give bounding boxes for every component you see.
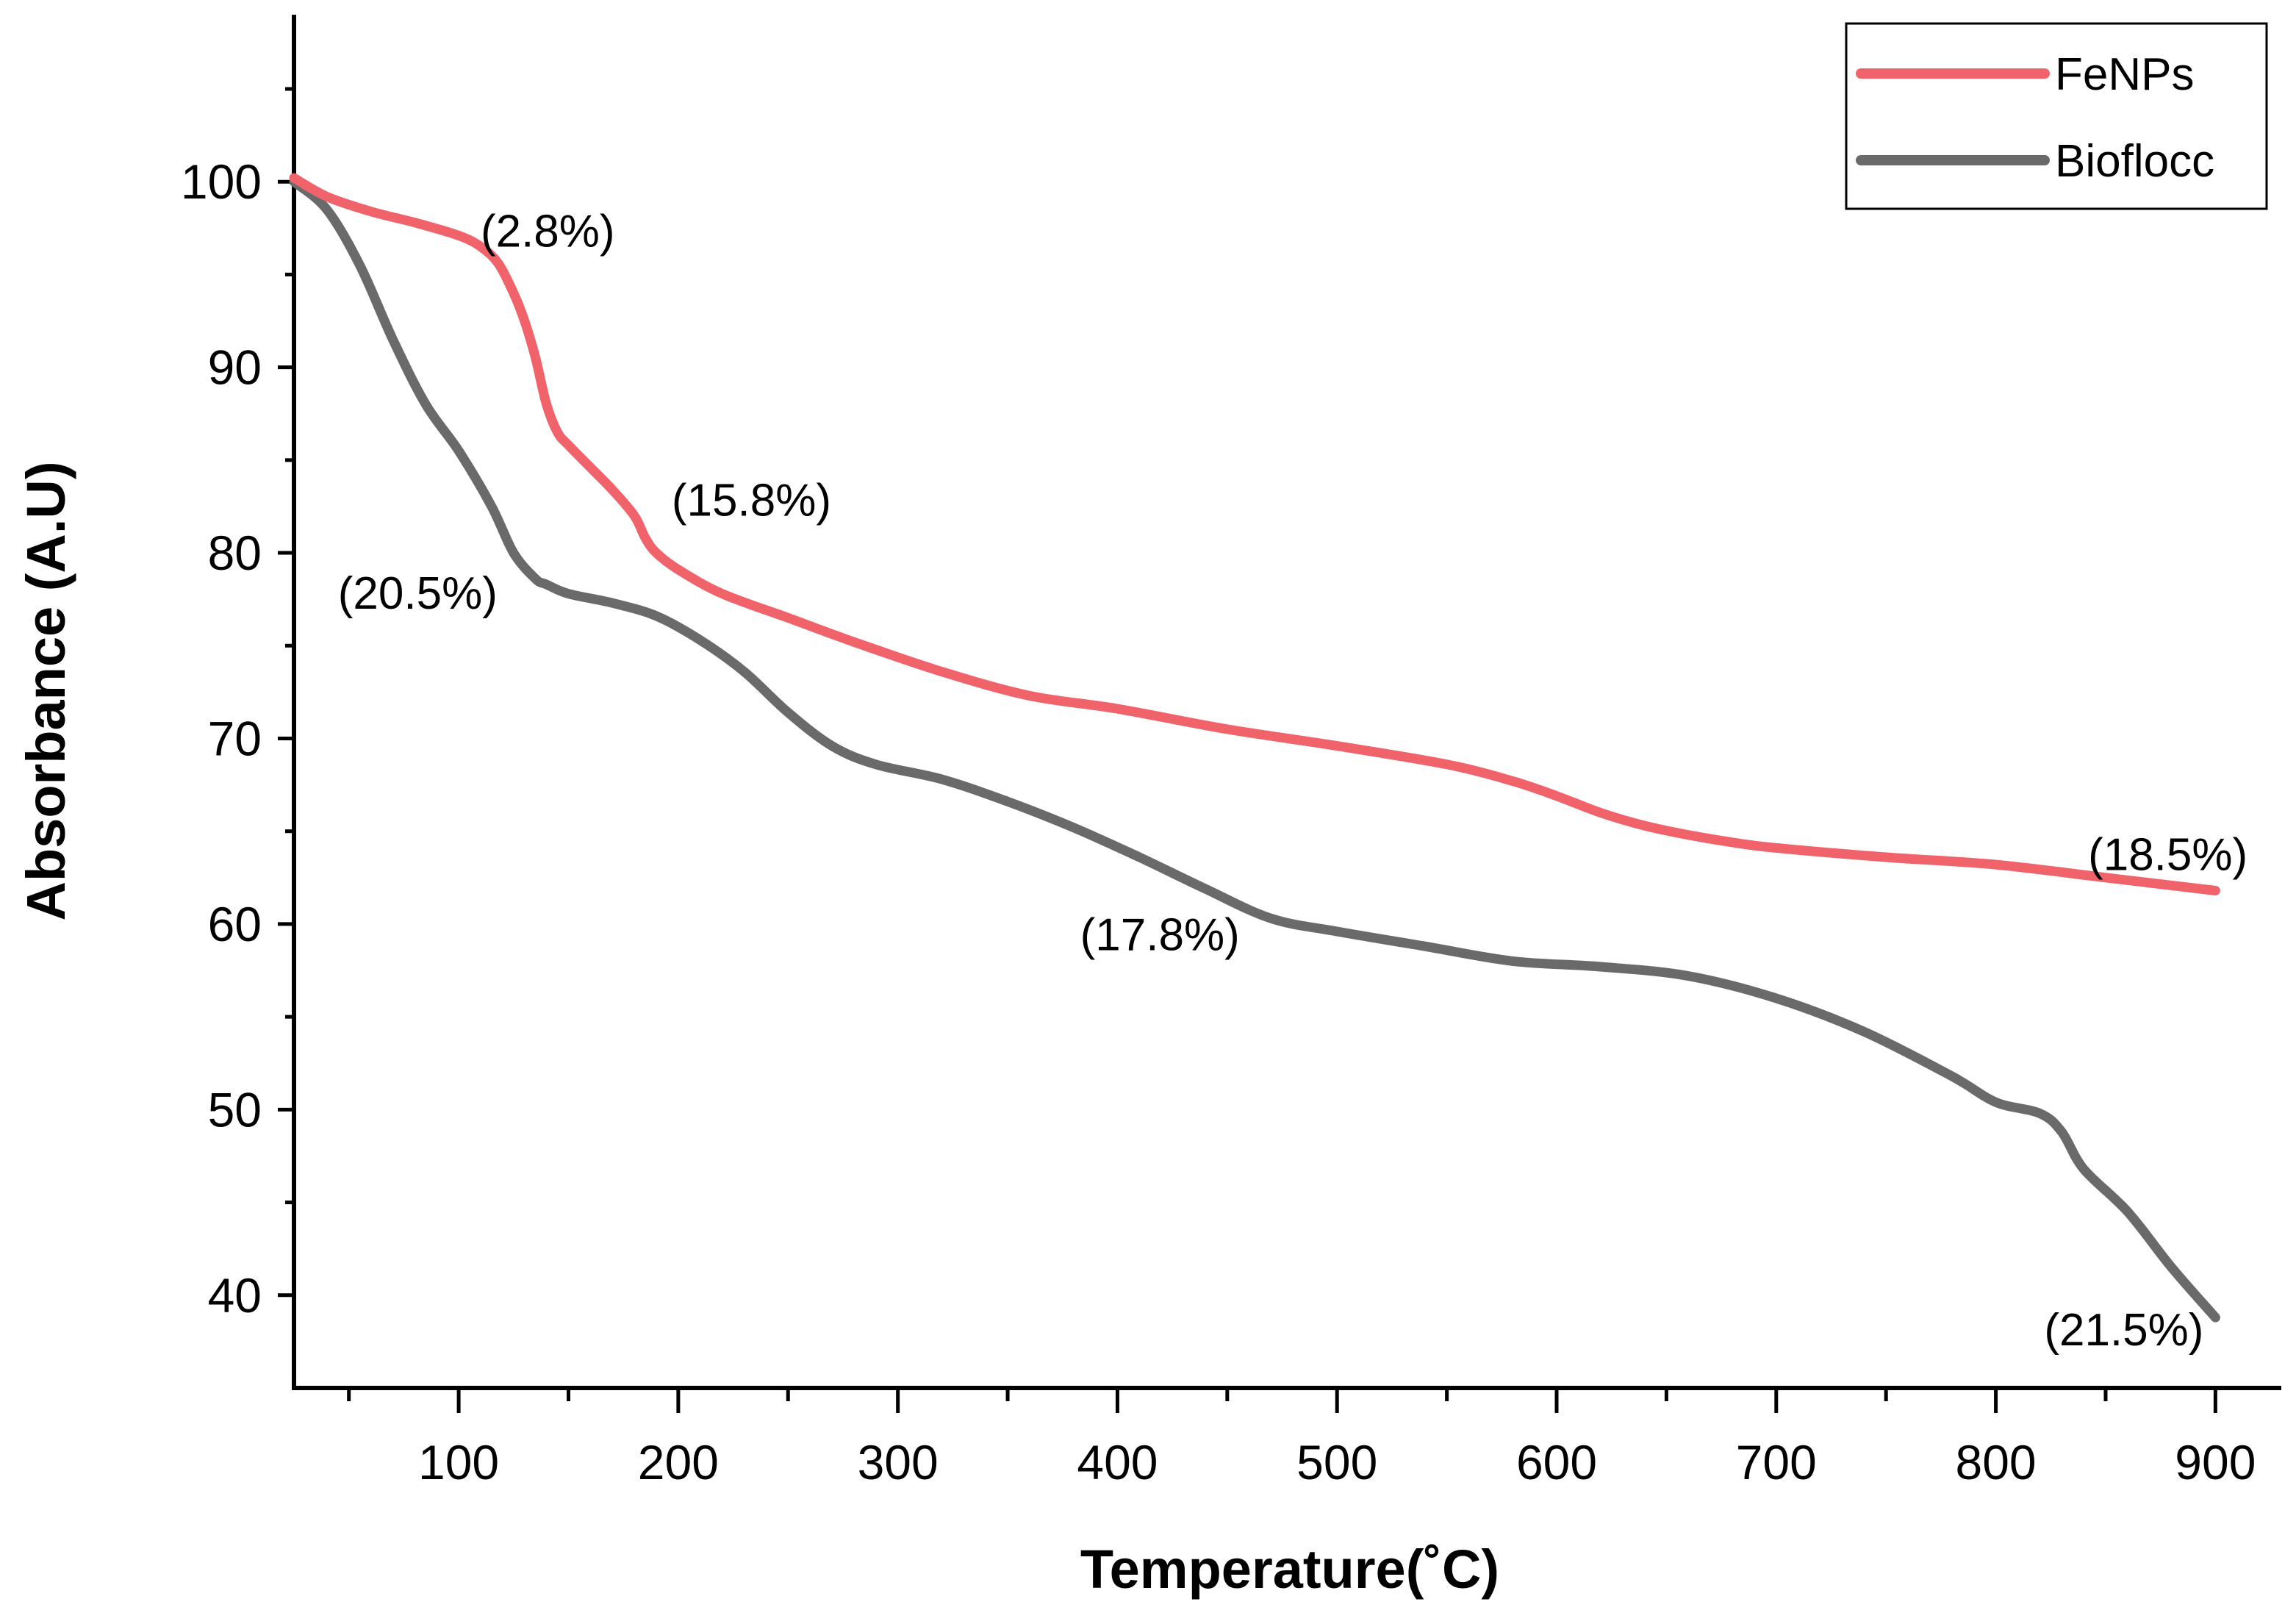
- annotation-1: (15.8%): [672, 476, 831, 526]
- x-axis-title: Temperature(˚C): [1080, 1539, 1499, 1600]
- legend-label-fenps: FeNPs: [2055, 49, 2194, 100]
- x-tick-label-600: 600: [1516, 1435, 1597, 1489]
- x-tick-label-300: 300: [858, 1435, 939, 1489]
- y-tick-label-70: 70: [208, 711, 262, 765]
- series-lines: [289, 173, 2220, 1323]
- legend-label-bioflocc: Bioflocc: [2055, 136, 2214, 187]
- legend-box: [1845, 22, 2268, 210]
- series-line-fenps: [289, 173, 2220, 895]
- annotations: (2.8%) (15.8%) (20.5%) (17.8%) (18.5%) (21.5%…: [338, 207, 2247, 1356]
- axes: [292, 15, 2281, 1390]
- y-tick-label-60: 60: [208, 897, 262, 951]
- x-tick-label-800: 800: [1956, 1435, 2037, 1489]
- y-axis-title: Absorbance (A.U): [15, 462, 76, 921]
- x-tick-label-500: 500: [1296, 1435, 1377, 1489]
- x-tick-label-700: 700: [1736, 1435, 1817, 1489]
- annotation-4: (18.5%): [2088, 830, 2247, 881]
- x-tick-label-400: 400: [1077, 1435, 1158, 1489]
- x-tick-label-200: 200: [638, 1435, 719, 1489]
- y-tick-label-40: 40: [208, 1268, 262, 1323]
- annotation-3: (17.8%): [1080, 909, 1240, 960]
- ticks: 100 200 300 400 500 600 700 800 900 40 50 60 70 80 90 1…: [181, 87, 2256, 1489]
- y-tick-label-50: 50: [208, 1082, 262, 1137]
- annotation-5: (21.5%): [2044, 1305, 2203, 1356]
- y-tick-label-100: 100: [181, 154, 262, 209]
- x-tick-label-900: 900: [2175, 1435, 2256, 1489]
- legend: FeNPs Bioflocc: [1845, 22, 2268, 210]
- annotation-0: (2.8%): [481, 207, 615, 257]
- y-tick-label-80: 80: [208, 526, 262, 580]
- annotation-2: (20.5%): [338, 568, 498, 619]
- series-line-bioflocc: [289, 176, 2220, 1323]
- y-tick-label-90: 90: [208, 340, 262, 395]
- x-tick-label-100: 100: [418, 1435, 499, 1489]
